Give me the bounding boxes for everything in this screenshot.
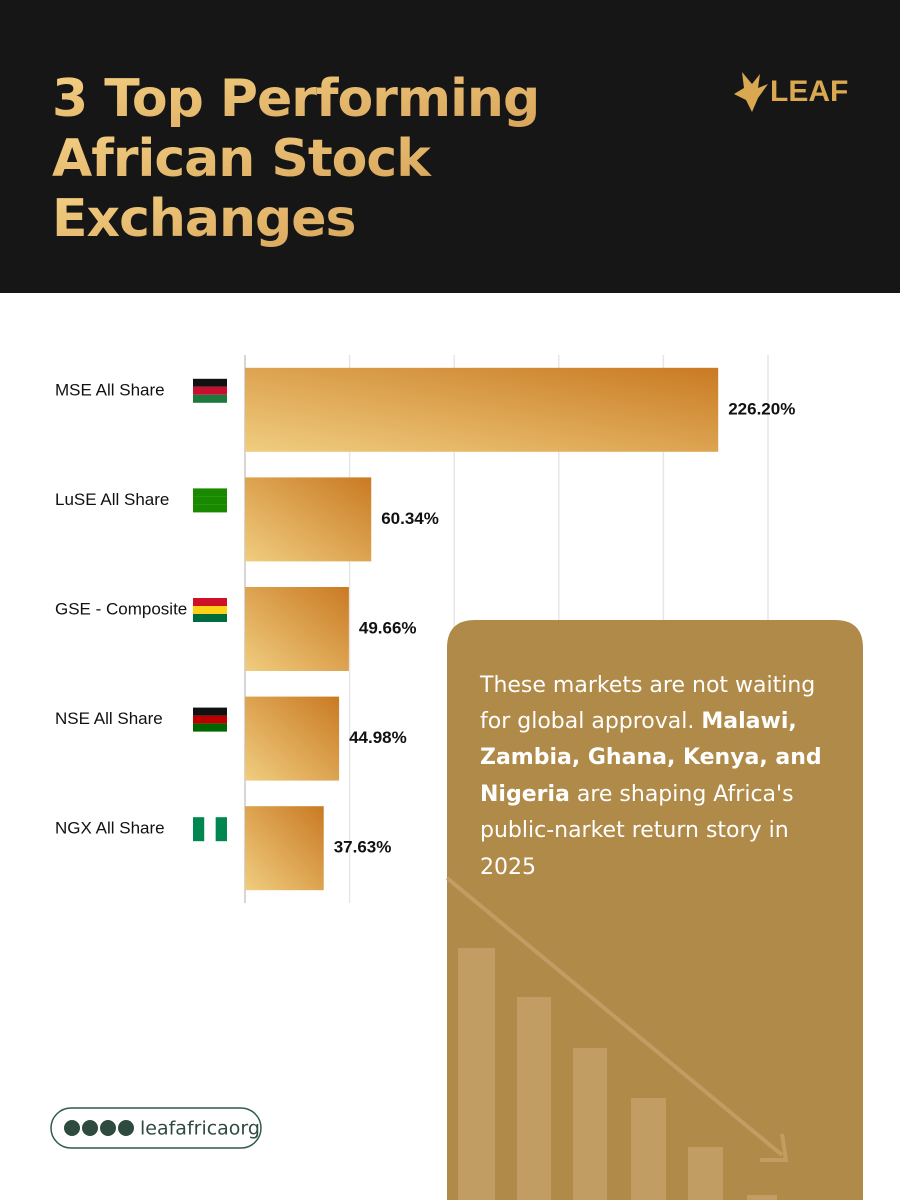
bar [245,587,349,671]
bar-chart: MSE All Share 226.20% LuSE All Share 60.34%… [55,355,795,903]
flag-stripe [193,715,227,724]
bar [245,696,340,781]
callout-text: These markets are not waiting [479,673,815,698]
icon-x[interactable] [118,1120,134,1136]
category-label: LuSE All Share [55,490,169,509]
bar [245,806,324,891]
callout-text: public-narket return story in [480,818,789,843]
title-line: Exchanges [52,189,355,249]
value-label: 44.98% [349,728,407,747]
callout-line: for global approval. Malawi, [480,709,797,734]
callout: These markets are not waiting for global… [445,620,863,1200]
callout-text: for global approval. [480,709,701,734]
callout-bold: Nigeria [480,782,570,807]
callout-line: Nigeria are shaping Africa's [480,782,794,807]
callout-bold: Malawi, [701,709,796,734]
social-footer: leafafricaorg [50,1107,262,1149]
bar [245,477,372,562]
category-label: NGX All Share [55,819,165,838]
value-label: 60.34% [381,509,439,528]
flag-stripe [193,386,227,395]
flag-stripe [193,707,227,716]
flag [193,488,227,513]
value-label: 49.66% [359,618,417,637]
icon-instagram[interactable] [64,1120,80,1136]
logo: LEAF [734,72,848,112]
category-label: MSE All Share [55,380,165,399]
flag [193,598,227,622]
title-line: 3 Top Performing [52,69,539,129]
flag-stripe [204,817,216,842]
flag [193,707,227,732]
flag-stripe [193,378,227,387]
icon-linkedin[interactable] [100,1120,116,1136]
flag-stripe [193,723,227,732]
callout-line: public-narket return story in [480,818,789,843]
flag-stripe [193,817,205,842]
value-label: 226.20% [728,399,795,418]
flag [193,378,227,403]
flag-stripe [193,606,227,614]
callout-decoration [445,876,789,1200]
category-label: NSE All Share [55,709,163,728]
callout-bold: Zambia, Ghana, Kenya, and [480,745,822,770]
callout-line: Zambia, Ghana, Kenya, and [480,745,822,770]
callout-text: 2025 [480,855,536,880]
title-line: African Stock [52,129,432,189]
callout-line: These markets are not waiting [479,673,815,698]
header-bg [0,0,900,293]
callout-line: 2025 [480,855,536,880]
flag-stripe [193,614,227,622]
flag-stripe [193,496,227,505]
icon-facebook[interactable] [82,1120,98,1136]
flag-stripe [193,394,227,403]
flag-stripe [193,488,227,497]
social-handle: leafafricaorg [140,1118,260,1140]
category-label: GSE - Composite [55,599,187,618]
value-label: 37.63% [334,838,392,857]
bar [245,367,719,452]
flag [193,817,227,842]
flag-stripe [193,504,227,513]
flag-stripe [215,817,227,842]
footer-pill [50,1107,262,1149]
callout-text: are shaping Africa's [570,782,794,807]
flag-stripe [193,598,227,606]
logo-text: LEAF [770,75,848,108]
